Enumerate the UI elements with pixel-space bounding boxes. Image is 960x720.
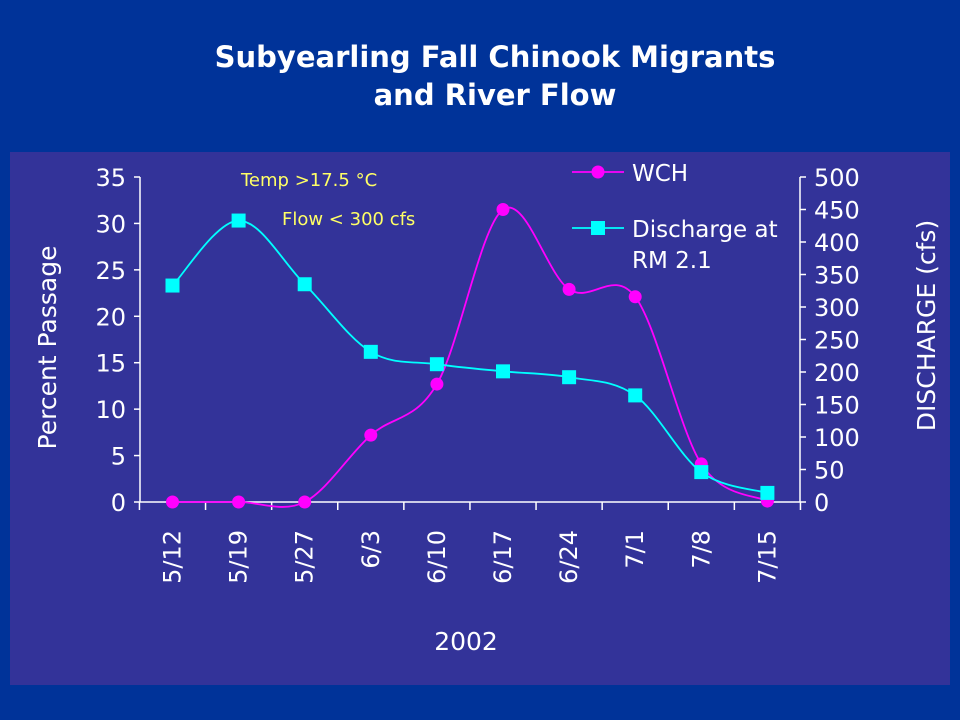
y-tick-label-right: 450 [814,197,860,225]
data-point-wch [430,377,444,391]
legend-marker-discharge [591,221,605,235]
data-point-discharge-at-rm-2-1 [496,364,510,379]
x-tick-label: 7/8 [687,530,715,569]
x-tick-label: 5/12 [159,530,187,584]
x-tick-label: 6/24 [555,530,583,584]
y-axis-title-right: DISCHARGE (cfs) [912,220,941,431]
y-tick-label-left: 5 [111,443,126,471]
y-tick-label-right: 300 [814,294,860,322]
data-point-discharge-at-rm-2-1 [628,388,643,403]
y-tick-label-right: 150 [814,392,860,420]
annotation-flow: Flow < 300 cfs [282,209,415,230]
x-tick-label: 7/1 [621,530,649,569]
y-tick-label-left: 20 [95,303,126,331]
x-tick-label: 6/17 [489,530,517,584]
x-tick-label: 5/27 [291,530,319,584]
title-line-2: and River Flow [373,78,617,112]
y-tick-label-left: 15 [95,350,126,378]
y-tick-label-right: 50 [814,457,845,485]
series-line-discharge-at-rm-2-1 [171,219,768,494]
y-tick-label-right: 200 [814,359,860,387]
data-point-wch [496,203,510,216]
y-tick-label-right: 250 [814,327,860,355]
data-point-wch [562,282,576,296]
legend-label-wch: WCH [632,161,688,187]
x-tick-label: 6/10 [423,530,451,584]
data-point-wch [364,428,378,442]
y-tick-label-left: 10 [95,396,126,424]
legend-label-discharge-2: RM 2.1 [632,248,712,274]
x-tick-label: 7/15 [753,530,781,584]
plot-panel: 0 5 10 15 20 25 30 35 0 50 100 150 200 250 300 350 400 45… [10,152,950,685]
data-point-discharge-at-rm-2-1 [760,485,775,500]
slide-title: Subyearling Fall Chinook Migrants and Ri… [0,38,960,114]
data-point-wch [298,495,312,509]
y-tick-label-right: 350 [814,262,860,290]
y-tick-label-left: 30 [95,210,126,238]
chart: 0510152025303505010015020025030035040045… [33,161,941,656]
x-tick-label: 6/3 [357,530,385,569]
data-point-discharge-at-rm-2-1 [231,213,246,228]
annotation-temp: Temp >17.5 °C [240,170,377,191]
data-point-wch [232,495,246,509]
y-tick-label-left: 0 [111,489,126,517]
data-point-wch [166,495,179,509]
data-point-discharge-at-rm-2-1 [363,344,378,359]
data-point-wch [628,290,642,304]
y-tick-label-left: 25 [95,257,126,285]
data-point-discharge-at-rm-2-1 [165,278,180,293]
data-point-discharge-at-rm-2-1 [694,465,709,480]
data-point-discharge-at-rm-2-1 [297,277,312,292]
title-line-1: Subyearling Fall Chinook Migrants [214,40,776,74]
x-axis-title: 2002 [434,627,498,656]
y-tick-label-right: 100 [814,424,860,452]
y-tick-label-left: 35 [95,164,126,192]
x-tick-label: 5/19 [225,530,253,584]
series-line-wch [172,206,768,508]
y-tick-label-right: 400 [814,229,860,257]
data-point-discharge-at-rm-2-1 [562,370,577,385]
y-tick-label-right: 500 [814,164,860,192]
legend-label-discharge: Discharge at [632,217,778,243]
legend-marker-wch [591,165,605,179]
y-tick-label-right: 0 [814,489,829,517]
y-axis-title-left: Percent Passage [33,246,62,450]
data-point-discharge-at-rm-2-1 [429,357,444,372]
